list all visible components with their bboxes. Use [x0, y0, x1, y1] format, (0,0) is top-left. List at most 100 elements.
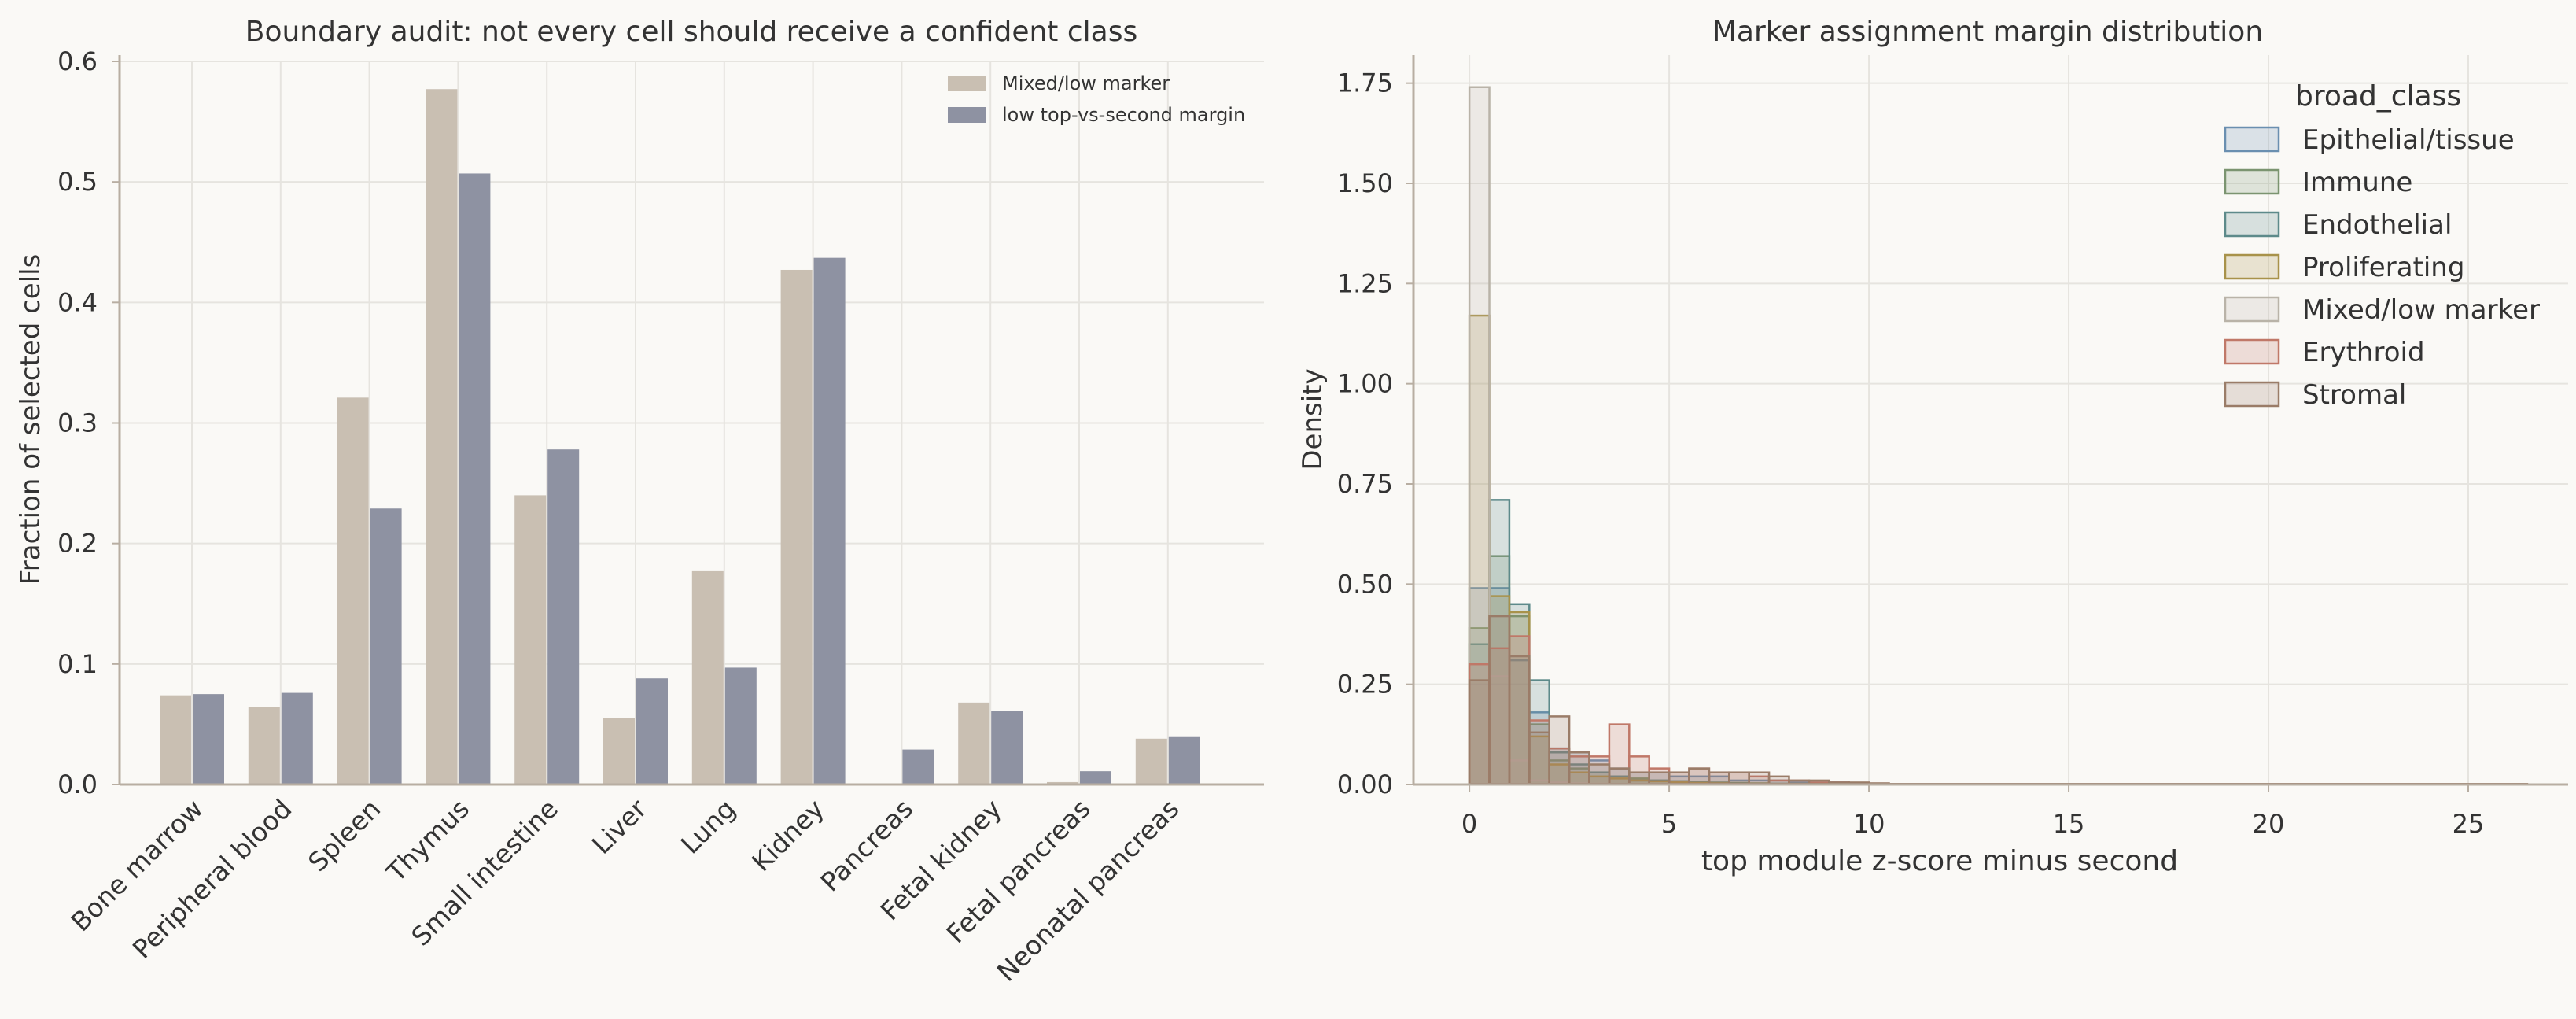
x-tick-label: 0: [1461, 809, 1477, 839]
bar-mixed-low-marker-spleen: [337, 397, 369, 785]
legend-label-low-margin: low top-vs-second margin: [1002, 104, 1245, 126]
x-tick-label: Peripheral blood: [127, 793, 298, 965]
x-tick-label: 15: [2053, 809, 2085, 839]
y-tick-label: 0.00: [1337, 770, 1393, 799]
histogram-bars: [1468, 86, 2529, 786]
histogram-y-axis-label: Density: [1297, 368, 1329, 470]
bar-chart-legend: Mixed/low marker low top-vs-second margi…: [948, 72, 1245, 126]
hist-bin-stromal: [1728, 771, 1750, 786]
legend-label-mixed-low-marker: Mixed/low marker: [1002, 72, 1170, 94]
x-tick-label: Spleen: [302, 793, 386, 877]
bar-mixed-low-marker-kidney: [780, 269, 813, 785]
bar-low-top-vs-second-margin-liver: [636, 678, 668, 785]
bar-low-top-vs-second-margin-peripheral-blood: [281, 692, 313, 785]
bar-chart-bars: [160, 89, 1200, 785]
x-tick-label: 25: [2453, 809, 2485, 839]
hist-bin-stromal: [1468, 679, 1491, 786]
bar-chart-y-axis-label: Fraction of selected cells: [15, 254, 46, 585]
legend-swatch-erythroid: [2224, 338, 2280, 365]
hist-bin-stromal: [1668, 771, 1690, 786]
bar-low-top-vs-second-margin-kidney: [813, 257, 846, 785]
bar-low-top-vs-second-margin-spleen: [370, 508, 402, 785]
hist-bin-epithelial-tissue: [1468, 587, 1491, 786]
bar-low-top-vs-second-margin-small-intestine: [547, 449, 580, 785]
legend-label-mixed-low-marker: Mixed/low marker: [2302, 294, 2540, 326]
bar-chart-title: Boundary audit: not every cell should re…: [245, 16, 1137, 48]
hist-bin-stromal: [1688, 767, 1711, 786]
legend-label-epithelial-tissue: Epithelial/tissue: [2302, 124, 2515, 156]
hist-bin-stromal: [1488, 615, 1511, 786]
legend-swatch-immune: [2224, 168, 2280, 195]
y-tick-label: 1.50: [1337, 168, 1393, 198]
bar-mixed-low-marker-lung: [691, 570, 724, 785]
hist-bin-stromal: [1508, 655, 1531, 786]
x-tick-label: Lung: [675, 793, 742, 860]
y-tick-label: 0.0: [57, 770, 98, 799]
legend-swatch-stromal: [2224, 381, 2280, 408]
legend-label-erythroid: Erythroid: [2302, 337, 2425, 368]
histogram-x-ticks: 0 5 10 15 20 25: [1461, 809, 2484, 839]
hist-bin-stromal: [1608, 767, 1631, 786]
y-tick-label: 0.50: [1337, 569, 1393, 599]
legend-swatch-endothelial: [2224, 211, 2280, 238]
hist-bin-stromal: [1708, 771, 1730, 786]
y-tick-label: 0.75: [1337, 469, 1393, 499]
bar-low-top-vs-second-margin-neonatal-pancreas: [1168, 736, 1200, 785]
y-tick-label: 0.5: [57, 167, 98, 197]
hist-bin-epithelial-tissue: [1508, 659, 1531, 786]
y-tick-label: 0.3: [57, 408, 98, 438]
histogram-axes: [1406, 55, 2568, 792]
bar-mixed-low-marker-peripheral-blood: [248, 707, 280, 785]
bar-mixed-low-marker-fetal-pancreas: [1047, 781, 1078, 785]
legend-swatch-mixed-low-marker: [948, 76, 986, 91]
y-tick-label: 0.1: [57, 649, 98, 679]
y-tick-label: 1.25: [1337, 268, 1393, 298]
y-tick-label: 0.2: [57, 529, 98, 559]
hist-bin-stromal: [1748, 771, 1771, 786]
histogram-x-axis-label: top module z-score minus second: [1701, 845, 2178, 877]
hist-bin-stromal: [1568, 751, 1590, 786]
bar-chart-y-ticks: 0.0 0.1 0.2 0.3 0.4 0.5 0.6: [57, 46, 98, 799]
hist-bin-stromal: [1548, 715, 1571, 786]
histogram-y-ticks: 0.00 0.25 0.50 0.75 1.00 1.25 1.50 1.75: [1337, 68, 1393, 799]
legend-swatch-mixed-low-marker: [2224, 296, 2280, 323]
legend-label-proliferating: Proliferating: [2302, 252, 2464, 283]
x-tick-label: 20: [2253, 809, 2285, 839]
y-tick-label: 1.00: [1337, 369, 1393, 399]
hist-bin-endothelial: [1488, 499, 1511, 786]
bar-mixed-low-marker-bone-marrow: [160, 695, 191, 785]
hist-bin-stromal: [1628, 771, 1650, 786]
y-tick-label: 0.6: [57, 46, 98, 76]
bar-chart-axes: [112, 55, 1264, 786]
x-tick-label: Liver: [586, 793, 653, 860]
bar-low-top-vs-second-margin-lung: [724, 667, 757, 785]
hist-bin-stromal: [1588, 763, 1611, 786]
bar-mixed-low-marker-fetal-kidney: [958, 702, 990, 785]
bar-low-top-vs-second-margin-bone-marrow: [193, 694, 224, 785]
legend-label-endothelial: Endothelial: [2302, 209, 2452, 241]
bar-mixed-low-marker-neonatal-pancreas: [1135, 738, 1167, 785]
hist-bin-mixed-low-marker: [1468, 86, 1491, 786]
histogram-panel: Marker assignment margin distribution 0.…: [1297, 16, 2568, 877]
legend-swatch-low-margin: [948, 107, 986, 123]
y-tick-label: 0.4: [57, 287, 98, 317]
legend-swatch-proliferating: [2224, 253, 2280, 280]
bar-low-top-vs-second-margin-thymus: [459, 173, 491, 785]
hist-bin-stromal: [1528, 731, 1550, 786]
bar-low-top-vs-second-margin-fetal-kidney: [991, 711, 1023, 785]
histogram-legend: broad_class Epithelial/tissue Immune Endot…: [2224, 80, 2540, 411]
histogram-legend-title: broad_class: [2295, 80, 2461, 113]
bar-mixed-low-marker-small-intestine: [514, 495, 547, 785]
legend-label-immune: Immune: [2302, 167, 2412, 198]
bar-low-top-vs-second-margin-pancreas: [902, 749, 934, 785]
y-tick-label: 0.25: [1337, 670, 1393, 700]
bar-mixed-low-marker-thymus: [426, 89, 458, 785]
bar-chart-grid: [120, 61, 1264, 785]
x-tick-label: Kidney: [746, 793, 830, 877]
hist-bin-proliferating: [1488, 595, 1511, 786]
bar-low-top-vs-second-margin-fetal-pancreas: [1080, 771, 1111, 785]
histogram-title: Marker assignment margin distribution: [1712, 16, 2263, 48]
hist-bin-immune: [1468, 627, 1491, 786]
